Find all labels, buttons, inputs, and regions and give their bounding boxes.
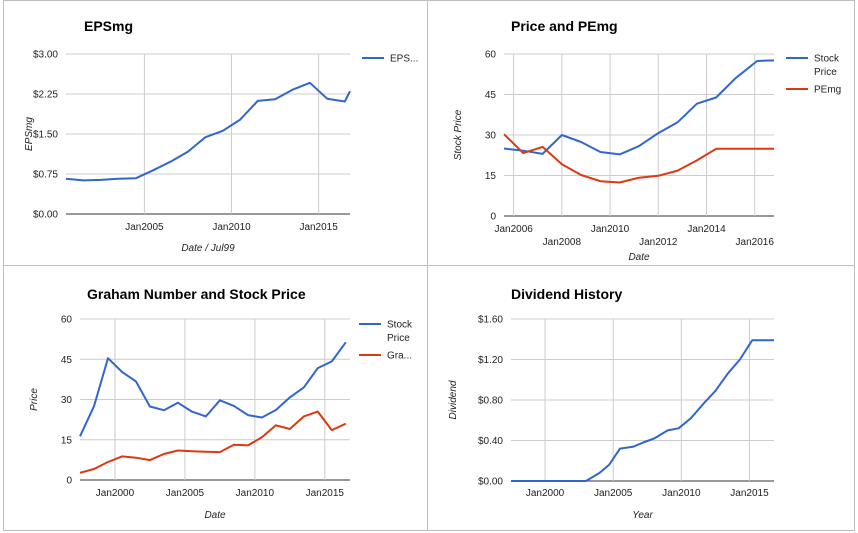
- y-tick-label: 60: [61, 315, 73, 326]
- y-axis-label: Dividend: [448, 380, 459, 419]
- series-line: [65, 81, 351, 182]
- legend-label: PEmg: [814, 85, 841, 96]
- x-tick-label: Jan2010: [236, 488, 275, 499]
- graham-chart-svg: Graham Number and Stock Price 0 15 30 45 60 Ja…: [29, 286, 413, 521]
- x-tick-label: Jan2006: [494, 224, 533, 235]
- x-tick-label: Jan2005: [594, 488, 633, 499]
- y-tick-label: $3.00: [33, 50, 58, 61]
- chart-panel-dividend: Dividend History $0.00 $0.40 $0.80 $1.20 $1.6…: [427, 265, 855, 531]
- chart-title: EPSmg: [84, 18, 133, 34]
- series-line: [79, 341, 347, 437]
- x-tick-label: Jan2012: [639, 237, 678, 248]
- x-tick-label: Jan2010: [591, 224, 630, 235]
- legend-label: Stock: [814, 54, 840, 65]
- y-tick-label: $1.20: [478, 355, 503, 366]
- chart-title: Price and PEmg: [511, 18, 618, 34]
- x-axis-label: Year: [632, 510, 653, 521]
- legend-label: Price: [387, 333, 410, 344]
- y-axis-label: Price: [29, 388, 40, 411]
- y-tick-label: $0.00: [33, 210, 58, 221]
- y-tick-label: $1.50: [33, 130, 58, 141]
- legend-label: Gra...: [387, 351, 412, 362]
- x-tick-label: Jan2000: [96, 488, 135, 499]
- y-tick-label: 30: [61, 395, 73, 406]
- chart-title: Dividend History: [511, 286, 622, 302]
- series-line: [503, 59, 774, 156]
- y-tick-label: 30: [485, 131, 497, 142]
- y-tick-label: $0.40: [478, 436, 503, 447]
- y-tick-label: 0: [490, 212, 496, 223]
- price-pe-chart-svg: Price and PEmg 0 15 30 45 60 Jan2006 Jan2008 Jan…: [453, 18, 841, 263]
- y-tick-label: $0.80: [478, 396, 503, 407]
- legend-label: EPS...: [390, 54, 418, 65]
- x-axis-label: Date: [204, 510, 226, 521]
- eps-chart-svg: EPSmg $0.00 $0.75 $1.50 $2.25 $3.00 Jan2005 Jan…: [24, 18, 418, 254]
- y-tick-label: $1.60: [478, 315, 503, 326]
- y-tick-label: 60: [485, 50, 497, 61]
- x-tick-label: Jan2016: [736, 237, 775, 248]
- chart-panel-price-pe: Price and PEmg 0 15 30 45 60 Jan2006 Jan2008 Jan…: [427, 0, 855, 266]
- y-tick-label: $2.25: [33, 90, 58, 101]
- y-tick-label: 0: [66, 476, 72, 487]
- dividend-chart-svg: Dividend History $0.00 $0.40 $0.80 $1.20 $1.6…: [448, 286, 774, 521]
- chart-panel-eps: EPSmg $0.00 $0.75 $1.50 $2.25 $3.00 Jan2005 Jan…: [3, 0, 428, 266]
- legend-label: Price: [814, 67, 837, 78]
- x-tick-label: Jan2000: [526, 488, 565, 499]
- y-tick-label: 15: [61, 435, 73, 446]
- x-tick-label: Jan2015: [299, 222, 338, 233]
- y-tick-label: $0.00: [478, 477, 503, 488]
- series-line: [79, 410, 347, 474]
- x-tick-label: Jan2010: [212, 222, 251, 233]
- legend-label: Stock: [387, 320, 413, 331]
- series-line: [503, 133, 774, 184]
- x-axis-label: Date: [628, 252, 650, 263]
- x-tick-label: Jan2015: [306, 488, 345, 499]
- x-axis-label: Date / Jul99: [181, 243, 235, 254]
- y-tick-label: 45: [61, 355, 73, 366]
- x-tick-label: Jan2014: [687, 224, 726, 235]
- x-tick-label: Jan2010: [662, 488, 701, 499]
- y-tick-label: $0.75: [33, 170, 58, 181]
- chart-title: Graham Number and Stock Price: [87, 286, 306, 302]
- y-axis-label: EPSmg: [24, 117, 35, 151]
- y-tick-label: 45: [485, 90, 497, 101]
- y-axis-label: Stock Price: [453, 109, 464, 160]
- x-tick-label: Jan2008: [543, 237, 582, 248]
- x-tick-label: Jan2005: [125, 222, 164, 233]
- chart-panel-graham: Graham Number and Stock Price 0 15 30 45 60 Ja…: [3, 265, 428, 531]
- x-tick-label: Jan2005: [166, 488, 205, 499]
- series-line: [511, 339, 774, 482]
- x-tick-label: Jan2015: [730, 488, 769, 499]
- y-tick-label: 15: [485, 171, 497, 182]
